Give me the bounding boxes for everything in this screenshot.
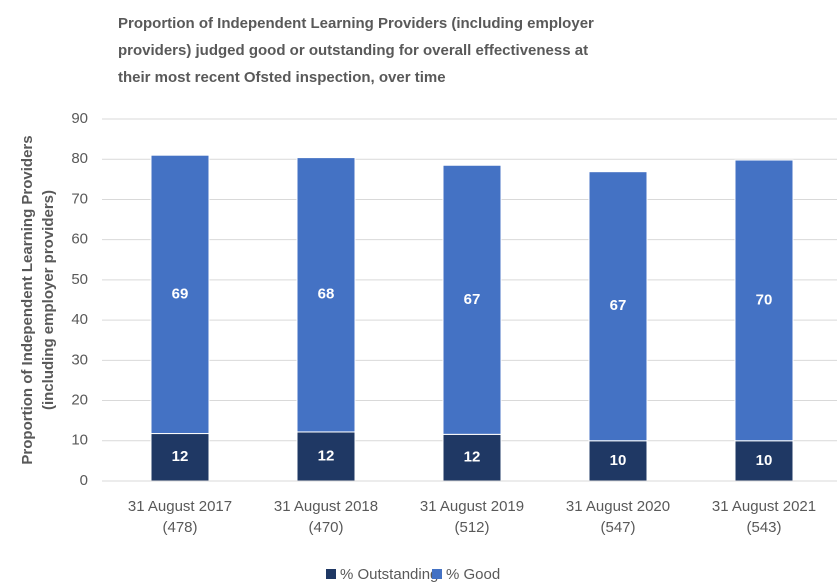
data-label: 69 xyxy=(172,285,189,302)
y-axis-label-group: Proportion of Independent Learning Provi… xyxy=(19,135,57,464)
legend-swatch xyxy=(432,569,442,579)
y-tick-label: 10 xyxy=(71,432,88,449)
y-tick-label: 60 xyxy=(71,231,88,248)
y-axis-label: (including employer providers) xyxy=(40,190,57,410)
x-tick-label: 31 August 2017 xyxy=(128,498,232,515)
data-label: 12 xyxy=(464,449,481,466)
x-tick-label: (470) xyxy=(308,519,343,536)
x-tick-label: 31 August 2021 xyxy=(712,498,816,515)
data-label: 12 xyxy=(172,448,189,465)
bar-segment xyxy=(150,154,210,435)
legend-label: % Outstanding xyxy=(340,566,438,583)
y-axis-label: Proportion of Independent Learning Provi… xyxy=(19,135,36,464)
x-tick-label: (478) xyxy=(162,519,197,536)
data-label: 12 xyxy=(318,447,335,464)
data-label: 70 xyxy=(756,291,773,308)
y-tick-label: 0 xyxy=(80,472,88,489)
x-tick-label: (512) xyxy=(454,519,489,536)
bar-segment xyxy=(442,433,502,482)
x-tick-label: (543) xyxy=(746,519,781,536)
data-label: 10 xyxy=(610,452,627,469)
data-label: 67 xyxy=(610,297,627,314)
legend-label: % Good xyxy=(446,566,500,583)
y-tick-label: 40 xyxy=(71,311,88,328)
x-tick-label: (547) xyxy=(600,519,635,536)
y-tick-label: 70 xyxy=(71,190,88,207)
x-tick-label: 31 August 2019 xyxy=(420,498,524,515)
bar-segment xyxy=(588,440,648,482)
data-label: 68 xyxy=(318,286,335,303)
legend-swatch xyxy=(326,569,336,579)
x-tick-label: 31 August 2018 xyxy=(274,498,378,515)
bar-segment xyxy=(296,157,356,433)
y-tick-label: 20 xyxy=(71,392,88,409)
data-label: 67 xyxy=(464,291,481,308)
chart-title: Proportion of Independent Learning Provi… xyxy=(118,15,594,32)
bar-segment xyxy=(588,171,648,442)
x-tick-label: 31 August 2020 xyxy=(566,498,670,515)
chart-title: providers) judged good or outstanding fo… xyxy=(118,42,588,59)
bar-segment xyxy=(734,440,794,482)
y-tick-label: 90 xyxy=(71,110,88,127)
y-tick-label: 80 xyxy=(71,150,88,167)
bar-segment xyxy=(734,159,794,442)
bar-segment xyxy=(442,164,502,435)
y-tick-label: 50 xyxy=(71,271,88,288)
y-tick-label: 30 xyxy=(71,351,88,368)
data-label: 10 xyxy=(756,452,773,469)
chart-title: their most recent Ofsted inspection, ove… xyxy=(118,69,446,86)
